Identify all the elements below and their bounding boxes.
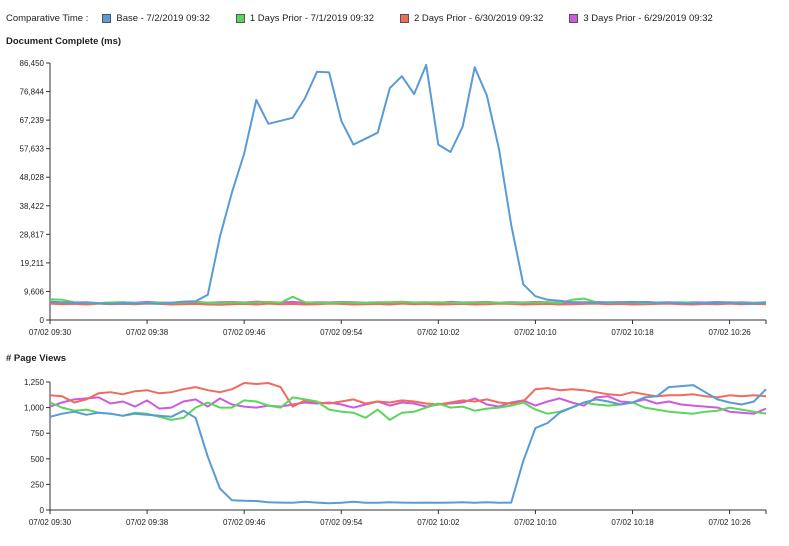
legend-swatch-3-days-prior [569, 13, 579, 23]
x-tick-label: 07/02 09:30 [29, 328, 72, 337]
legend-item-label: Base - 7/2/2019 09:32 [116, 12, 210, 24]
x-tick-label: 07/02 09:30 [29, 518, 72, 527]
series-line-base [49, 384, 767, 505]
x-tick-label: 07/02 10:18 [611, 518, 654, 527]
series-line-3-days-prior [49, 395, 767, 415]
y-tick-label: 250 [31, 480, 45, 489]
x-tick-label: 07/02 10:26 [708, 328, 751, 337]
legend-label: Comparative Time : [6, 12, 89, 24]
x-tick-label: 07/02 10:10 [514, 328, 557, 337]
series-line-base [49, 63, 767, 305]
x-tick-label: 07/02 10:02 [417, 518, 460, 527]
legend: Comparative Time : Base - 7/2/2019 09:32… [6, 10, 739, 26]
x-tick-label: 07/02 10:02 [417, 328, 460, 337]
x-tick-label: 07/02 10:26 [708, 518, 751, 527]
legend-item-label: 2 Days Prior - 6/30/2019 09:32 [413, 12, 544, 24]
y-tick-label: 1,250 [24, 378, 45, 387]
y-tick-label: 38,422 [20, 202, 45, 211]
y-tick-label: 0 [40, 316, 45, 325]
legend-item-base[interactable]: Base - 7/2/2019 09:32 [102, 13, 210, 24]
x-tick-label: 07/02 09:46 [223, 328, 266, 337]
legend-item-label: 1 Days Prior - 7/1/2019 09:32 [249, 12, 374, 24]
x-tick-label: 07/02 09:54 [320, 518, 363, 527]
legend-swatch-2-days-prior [399, 13, 409, 23]
y-tick-label: 86,450 [20, 59, 45, 68]
y-tick-label: 500 [31, 455, 45, 464]
y-tick-label: 750 [31, 429, 45, 438]
x-tick-label: 07/02 10:10 [514, 518, 557, 527]
page-views-chart: 1,250 1,000 750 500 250 0 07/02 09:30 07/02 09:… [24, 378, 767, 527]
x-tick-label: 07/02 09:54 [320, 328, 363, 337]
y-tick-label: 19,211 [20, 259, 44, 268]
page-views-title: # Page Views [6, 353, 67, 364]
series-line-1-day-prior [49, 396, 767, 421]
y-tick-label: 76,844 [20, 88, 45, 97]
x-tick-label: 07/02 09:38 [126, 518, 169, 527]
y-tick-label: 0 [40, 506, 45, 515]
legend-item-2-days-prior[interactable]: 2 Days Prior - 6/30/2019 09:32 [399, 12, 544, 24]
y-tick-label: 48,028 [20, 173, 45, 182]
legend-item-1-day-prior[interactable]: 1 Days Prior - 7/1/2019 09:32 [235, 12, 374, 24]
x-tick-label: 07/02 09:46 [223, 518, 266, 527]
y-tick-label: 28,817 [20, 230, 45, 239]
legend-item-label: 3 Days Prior - 6/29/2019 09:32 [583, 12, 713, 24]
series-line-2-days-prior [49, 302, 767, 306]
legend-swatch-1-day-prior [235, 13, 245, 23]
y-tick-label: 1,000 [24, 404, 45, 413]
x-tick-label: 07/02 10:18 [611, 328, 654, 337]
y-tick-label: 9,606 [24, 287, 45, 296]
document-complete-chart: 86,450 76,844 67,239 57,633 48,028 38,422 28,8… [20, 59, 767, 337]
legend-item-3-days-prior[interactable]: 3 Days Prior - 6/29/2019 09:32 [569, 12, 713, 24]
x-tick-label: 07/02 09:38 [126, 328, 169, 337]
document-complete-title: Document Complete (ms) [6, 36, 122, 47]
series-line-2-days-prior [49, 382, 767, 408]
y-tick-label: 57,633 [20, 145, 45, 154]
y-tick-label: 67,239 [20, 116, 45, 125]
legend-swatch-base [102, 13, 112, 23]
